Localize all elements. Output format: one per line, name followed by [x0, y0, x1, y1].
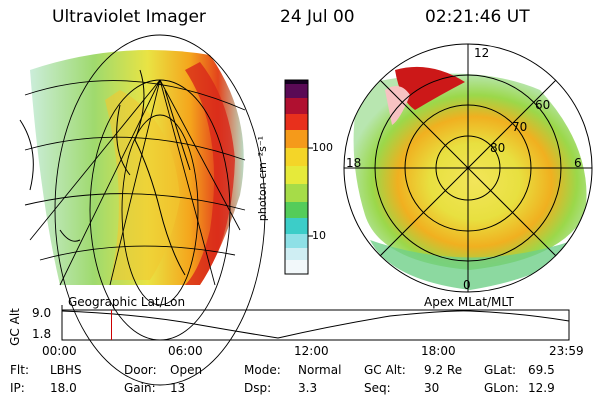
colorbar-unit-label: photon cm⁻²s⁻¹ — [256, 135, 270, 222]
status-label: Flt: — [10, 363, 29, 377]
mlat-label-80: 80 — [490, 141, 506, 155]
status-label: Seq: — [364, 381, 391, 395]
polar-image — [343, 43, 593, 293]
mlt-label-18: 18 — [346, 156, 362, 170]
status-label: GLat: — [484, 363, 517, 377]
status-label: Mode: — [244, 363, 281, 377]
geographic-image — [19, 34, 266, 386]
status-value: 12.9 — [528, 381, 555, 395]
status-value: 9.2 Re — [424, 363, 463, 377]
altitude-ylabel: GC Alt — [7, 308, 22, 346]
status-label: Door: — [124, 363, 157, 377]
altitude-ytick-min: 1.8 — [32, 327, 52, 341]
altitude-xtick-1: 06:00 — [168, 344, 203, 358]
instrument-title: Ultraviolet Imager — [52, 7, 206, 27]
altitude-xtick-0: 00:00 — [42, 344, 77, 358]
status-label: Dsp: — [244, 381, 272, 395]
altitude-xtick-3: 18:00 — [421, 344, 456, 358]
status-label: GC Alt: — [364, 363, 406, 377]
colorbar-tick-10: 10 — [312, 229, 326, 242]
colorbar — [284, 79, 313, 275]
projection-label-left: Geographic Lat/Lon — [68, 295, 186, 309]
mlt-label-0: 0 — [463, 278, 471, 292]
status-value: 13 — [170, 381, 186, 395]
mlt-label-12: 12 — [474, 46, 490, 60]
mlat-label-60: 60 — [535, 98, 551, 112]
altitude-xtick-4: 23:59 — [549, 344, 584, 358]
mlat-label-70: 70 — [512, 120, 528, 134]
altitude-ytick-max: 9.0 — [32, 306, 52, 320]
colorbar-tick-100: 100 — [312, 141, 333, 154]
current-time-marker — [111, 310, 113, 340]
altitude-plot — [61, 305, 570, 341]
status-label: Gain: — [124, 381, 156, 395]
time-label: 02:21:46 UT — [425, 7, 530, 27]
status-value: LBHS — [50, 363, 82, 377]
status-label: IP: — [10, 381, 25, 395]
status-value: Open — [170, 363, 203, 377]
status-value: 69.5 — [528, 363, 555, 377]
status-value: 3.3 — [298, 381, 318, 395]
date-label: 24 Jul 00 — [280, 7, 355, 27]
projection-label-right: Apex MLat/MLT — [424, 295, 514, 309]
status-value: Normal — [298, 363, 342, 377]
mlt-label-6: 6 — [574, 156, 582, 170]
status-value: 30 — [424, 381, 440, 395]
altitude-xtick-2: 12:00 — [294, 344, 329, 358]
status-label: GLon: — [484, 381, 519, 395]
status-value: 18.0 — [50, 381, 77, 395]
